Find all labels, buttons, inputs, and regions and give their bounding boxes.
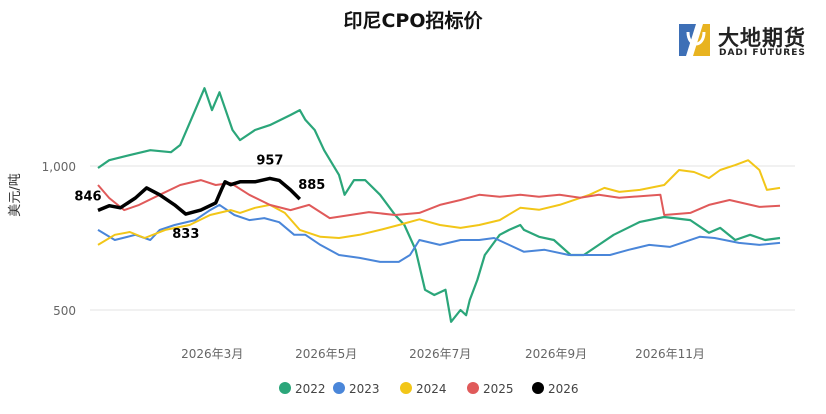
series-line-2022 xyxy=(97,87,781,323)
x-tick-label: 2026年5月 xyxy=(295,347,357,361)
series-line-2024 xyxy=(97,159,781,246)
y-tick-label: 1,000 xyxy=(42,160,76,174)
x-tick-label: 2026年7月 xyxy=(409,347,471,361)
y-axis-label: 美元/吨 xyxy=(8,173,23,216)
legend-label-2024: 2024 xyxy=(416,382,447,396)
legend-label-2025: 2025 xyxy=(483,382,514,396)
x-tick-label: 2026年9月 xyxy=(525,347,587,361)
series-line-2025 xyxy=(97,179,781,220)
x-tick-label: 2026年11月 xyxy=(635,347,705,361)
y-tick-label: 500 xyxy=(53,304,76,318)
legend-label-2022: 2022 xyxy=(295,382,326,396)
dadi-futures-logo: 大地期货 DADI FUTURES xyxy=(676,20,816,62)
data-label: 846 xyxy=(74,189,101,204)
data-label: 885 xyxy=(298,178,325,193)
series-line-2026 xyxy=(97,176,302,216)
logo-text-en: DADI FUTURES xyxy=(719,48,806,58)
data-label: 957 xyxy=(256,153,283,168)
series-line-2023 xyxy=(97,203,781,263)
chart-title: 印尼CPO招标价 xyxy=(343,10,483,32)
legend-marker-2022 xyxy=(279,382,291,394)
logo-mark-icon xyxy=(679,24,710,56)
legend-marker-2025 xyxy=(467,382,479,394)
legend-label-2023: 2023 xyxy=(349,382,380,396)
legend-marker-2026 xyxy=(532,382,544,394)
logo-text-cn: 大地期货 xyxy=(718,26,806,50)
x-tick-label: 2026年3月 xyxy=(181,347,243,361)
legend-marker-2023 xyxy=(333,382,345,394)
data-label: 833 xyxy=(172,227,199,242)
legend-marker-2024 xyxy=(400,382,412,394)
legend-label-2026: 2026 xyxy=(548,382,579,396)
